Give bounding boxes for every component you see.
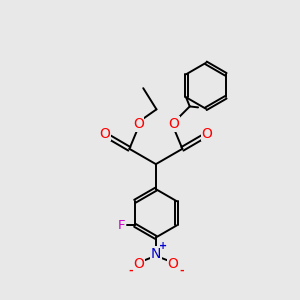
Text: N: N [151, 247, 161, 261]
Text: O: O [168, 117, 179, 131]
Text: O: O [134, 257, 144, 271]
Text: -: - [179, 266, 184, 275]
Text: O: O [202, 127, 213, 140]
Text: O: O [99, 127, 110, 140]
Text: F: F [118, 219, 125, 232]
Text: O: O [133, 117, 144, 131]
Text: O: O [167, 257, 178, 271]
Text: -: - [128, 266, 133, 275]
Text: +: + [159, 241, 167, 251]
